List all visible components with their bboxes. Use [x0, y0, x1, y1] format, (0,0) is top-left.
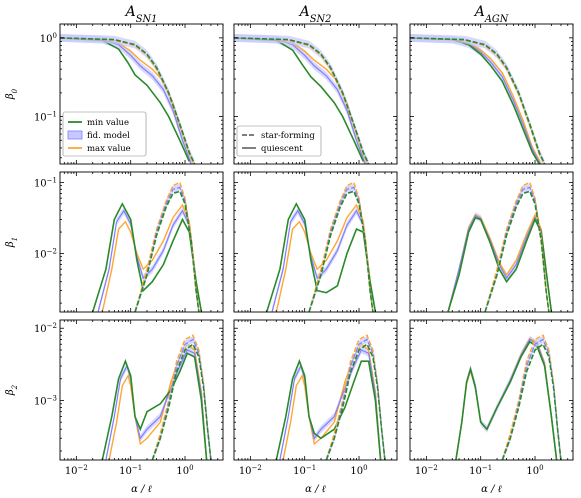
y-tick-label: 10−1: [34, 111, 57, 124]
panel-frame: [409, 319, 574, 461]
column-title: ASN1: [124, 4, 158, 25]
y-tick-label: 10−2: [34, 322, 57, 335]
x-axis-label: α / ℓ: [131, 484, 152, 495]
star-forming-min-line: [308, 190, 374, 312]
panel: 10−2 10−1: [34, 171, 224, 313]
star-forming-min-line: [134, 190, 200, 312]
star-forming-min-line: [234, 37, 370, 164]
row-ylabel: β0: [5, 88, 19, 100]
legend-label: quiescent: [261, 144, 303, 154]
fid-band: [502, 335, 561, 460]
panel: 10−2 10−1 100 α / ℓ: [409, 319, 574, 495]
panel: 10−3 10−2 10−2 10−1 100 α / ℓ: [34, 319, 224, 495]
panel: [233, 23, 398, 165]
quiescent-min-line: [60, 37, 191, 162]
quiescent-max-line: [108, 343, 208, 460]
quiescent-min-line: [234, 37, 365, 162]
x-tick-label: 10−2: [65, 464, 88, 477]
fid-band: [152, 335, 211, 460]
panel: [409, 23, 574, 165]
star-forming-min-line: [501, 343, 562, 460]
panel-frame: [59, 23, 224, 165]
panel-frame: [409, 171, 574, 313]
quiescent-min-line: [455, 340, 558, 460]
x-tick-label: 10−1: [119, 464, 142, 477]
panel-frame: [409, 23, 574, 165]
fid-band: [135, 183, 199, 312]
quiescent-min-line: [410, 37, 540, 164]
star-forming-min-line: [410, 37, 546, 164]
panel-frame: [233, 319, 398, 461]
x-axis-label: α / ℓ: [481, 484, 502, 495]
star-forming-fid-line: [134, 186, 200, 312]
row-ylabel: β1: [5, 237, 19, 248]
legend-label: min value: [87, 118, 129, 128]
star-forming-min-line: [60, 37, 196, 164]
x-tick-label: 100: [350, 464, 367, 477]
legend-label: max value: [87, 144, 131, 154]
panel: [233, 171, 398, 313]
panel: [409, 171, 574, 313]
star-forming-max-line: [308, 181, 374, 312]
y-tick-label: 10−3: [34, 394, 57, 407]
star-forming-min-line: [325, 343, 386, 460]
fid-band: [410, 34, 545, 164]
panel: 10−2 10−1 100 α / ℓ: [233, 319, 398, 495]
panel-frame: [59, 171, 224, 313]
row-ylabel: β2: [5, 384, 19, 396]
quiescent-min-line: [275, 358, 382, 460]
x-tick-label: 100: [176, 464, 193, 477]
column-title: ASN2: [298, 4, 332, 25]
star-forming-fid-line: [410, 37, 546, 164]
column-title: AAGN: [473, 4, 509, 25]
star-forming-max-line: [484, 181, 550, 312]
quiescent-fid-line: [105, 349, 208, 460]
x-tick-label: 10−1: [469, 464, 492, 477]
star-forming-min-line: [151, 343, 212, 460]
legend-label: star-forming: [261, 131, 315, 141]
y-tick-label: 100: [40, 32, 57, 45]
panel: 10−1 100: [34, 23, 224, 165]
y-tick-label: 10−2: [34, 247, 57, 260]
star-forming-min-line: [484, 190, 550, 312]
quiescent-min-line: [265, 202, 377, 312]
x-tick-label: 10−1: [293, 464, 316, 477]
star-forming-fid-line: [308, 186, 374, 312]
legend-label: fid. model: [87, 131, 130, 141]
quiescent-min-line: [91, 202, 203, 312]
legend-params: [62, 111, 147, 157]
star-forming-max-line: [410, 37, 546, 164]
x-axis-label: α / ℓ: [305, 484, 326, 495]
star-forming-max-line: [134, 181, 200, 312]
y-tick-label: 10−1: [34, 176, 57, 189]
fid-band: [326, 335, 385, 460]
fid-band: [309, 183, 373, 312]
panel-frame: [233, 171, 398, 313]
panel-frame: [233, 23, 398, 165]
x-tick-label: 100: [526, 464, 543, 477]
legend-types: [236, 125, 322, 157]
x-tick-label: 10−2: [239, 464, 262, 477]
x-tick-label: 10−2: [415, 464, 438, 477]
panel-frame: [59, 319, 224, 461]
legend-swatch: [67, 130, 83, 140]
quiescent-fid-line: [279, 349, 382, 460]
quiescent-min-line: [101, 352, 208, 460]
